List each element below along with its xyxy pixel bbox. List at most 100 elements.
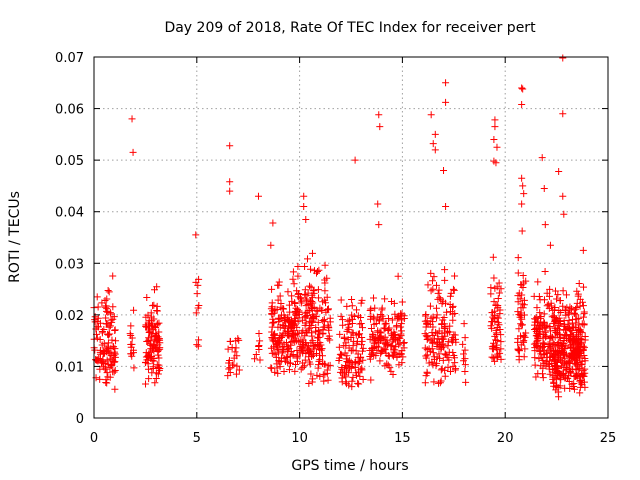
data-point bbox=[424, 281, 432, 289]
data-point bbox=[493, 143, 501, 151]
data-point bbox=[395, 341, 403, 349]
data-point bbox=[254, 192, 262, 200]
data-point bbox=[94, 323, 102, 331]
data-point bbox=[518, 100, 526, 108]
y-tick-label: 0.04 bbox=[55, 206, 84, 221]
data-point bbox=[431, 130, 439, 138]
data-point bbox=[446, 292, 454, 300]
data-point bbox=[195, 275, 203, 283]
data-point bbox=[514, 298, 522, 306]
data-point bbox=[461, 361, 469, 369]
data-point bbox=[367, 312, 375, 320]
data-point bbox=[226, 368, 234, 376]
data-point bbox=[536, 330, 544, 338]
data-point bbox=[304, 255, 311, 263]
data-point bbox=[324, 306, 332, 314]
data-point bbox=[276, 292, 284, 300]
data-point bbox=[522, 329, 530, 337]
data-point bbox=[443, 308, 451, 316]
data-point bbox=[397, 330, 405, 338]
data-point bbox=[146, 340, 154, 348]
data-point bbox=[383, 360, 391, 368]
data-point bbox=[348, 329, 356, 337]
data-point bbox=[493, 341, 501, 349]
data-point bbox=[430, 335, 438, 343]
data-point bbox=[440, 166, 448, 174]
data-point bbox=[337, 312, 345, 320]
data-point bbox=[271, 330, 279, 338]
data-point bbox=[429, 313, 437, 321]
data-point bbox=[314, 268, 322, 276]
data-point bbox=[155, 354, 163, 362]
data-point bbox=[560, 210, 568, 218]
data-point bbox=[358, 341, 366, 349]
data-point bbox=[324, 362, 332, 370]
data-point bbox=[226, 337, 234, 345]
data-point bbox=[107, 351, 115, 359]
data-point bbox=[145, 336, 153, 344]
data-point bbox=[105, 331, 113, 339]
data-point bbox=[557, 341, 565, 349]
data-point bbox=[561, 332, 569, 340]
data-point bbox=[144, 360, 152, 368]
data-point bbox=[369, 334, 377, 342]
data-point bbox=[554, 291, 562, 299]
data-point bbox=[520, 311, 528, 319]
data-point bbox=[355, 380, 363, 388]
data-point bbox=[283, 339, 291, 347]
data-point bbox=[109, 315, 117, 323]
data-point bbox=[431, 146, 439, 154]
data-point bbox=[518, 227, 526, 235]
data-point bbox=[370, 351, 378, 359]
data-point bbox=[273, 337, 281, 345]
data-point bbox=[543, 353, 551, 361]
data-point bbox=[283, 343, 291, 351]
data-point bbox=[308, 329, 316, 337]
data-point bbox=[335, 343, 343, 351]
data-point bbox=[366, 355, 374, 363]
data-point bbox=[385, 325, 393, 333]
data-point bbox=[571, 336, 579, 344]
data-point bbox=[572, 365, 580, 373]
data-point bbox=[433, 359, 441, 367]
data-point bbox=[111, 326, 119, 334]
data-point bbox=[579, 302, 587, 310]
data-point bbox=[560, 364, 568, 372]
data-point bbox=[430, 378, 438, 386]
data-point bbox=[577, 360, 585, 368]
data-point bbox=[438, 320, 446, 328]
data-point bbox=[550, 382, 558, 390]
data-point bbox=[388, 316, 396, 324]
data-point bbox=[378, 306, 386, 314]
data-point bbox=[194, 304, 202, 312]
data-point bbox=[429, 361, 437, 369]
data-point bbox=[231, 348, 239, 356]
data-point bbox=[384, 327, 392, 335]
data-point bbox=[111, 385, 119, 393]
data-point bbox=[314, 307, 322, 315]
data-point bbox=[155, 335, 163, 343]
data-point bbox=[274, 314, 282, 322]
data-point bbox=[427, 269, 435, 277]
data-point bbox=[461, 355, 469, 363]
data-point bbox=[315, 361, 323, 369]
data-point bbox=[559, 340, 567, 348]
data-point bbox=[314, 334, 322, 342]
x-tick-label: 5 bbox=[193, 431, 201, 446]
data-point bbox=[552, 386, 560, 394]
data-point bbox=[348, 320, 356, 328]
data-point bbox=[308, 249, 316, 257]
data-point bbox=[301, 290, 309, 298]
data-point bbox=[294, 262, 302, 270]
data-point bbox=[318, 352, 326, 360]
data-point bbox=[441, 372, 449, 380]
data-point bbox=[94, 314, 102, 322]
data-point bbox=[317, 346, 325, 354]
data-point bbox=[336, 330, 344, 338]
data-point bbox=[130, 364, 138, 372]
data-point bbox=[393, 315, 401, 323]
data-point bbox=[315, 266, 323, 274]
data-point bbox=[147, 332, 155, 340]
data-point bbox=[103, 295, 111, 303]
data-point bbox=[556, 297, 564, 305]
